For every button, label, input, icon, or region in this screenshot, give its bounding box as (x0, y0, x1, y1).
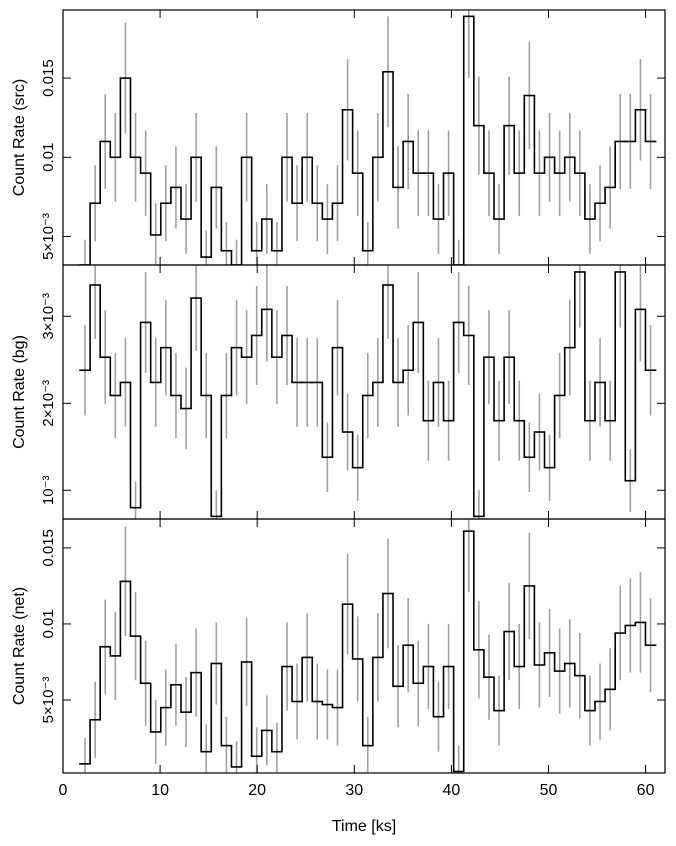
y-tick-label: 10⁻³ (40, 475, 57, 505)
x-tick-label: 20 (248, 782, 266, 799)
x-tick-label: 40 (442, 782, 460, 799)
x-tick-label: 10 (151, 782, 169, 799)
x-tick-label: 50 (540, 782, 558, 799)
y-axis-label: Count Rate (src) (11, 79, 28, 196)
y-tick-label: 5×10⁻³ (40, 677, 57, 724)
y-tick-label: 0.015 (40, 59, 57, 97)
plot-area (79, 519, 657, 773)
y-tick-label: 5×10⁻³ (40, 213, 57, 260)
y-tick-label: 2×10⁻³ (40, 380, 57, 427)
y-tick-label: 3×10⁻³ (40, 293, 57, 340)
y-tick-label: 0.01 (40, 143, 57, 172)
y-tick-label: 0.01 (40, 609, 57, 638)
plot-frame (62, 518, 666, 774)
x-tick-label: 60 (637, 782, 655, 799)
x-tick-label: 30 (345, 782, 363, 799)
x-axis-label: Time [ks] (332, 818, 396, 835)
plot-area (79, 265, 657, 519)
x-tick-label: 0 (59, 782, 68, 799)
y-axis-label: Count Rate (bg) (11, 335, 28, 449)
plot-area (79, 10, 657, 265)
y-tick-label: 0.015 (40, 529, 57, 567)
plot-frame (62, 9, 666, 266)
y-axis-label: Count Rate (net) (11, 587, 28, 705)
